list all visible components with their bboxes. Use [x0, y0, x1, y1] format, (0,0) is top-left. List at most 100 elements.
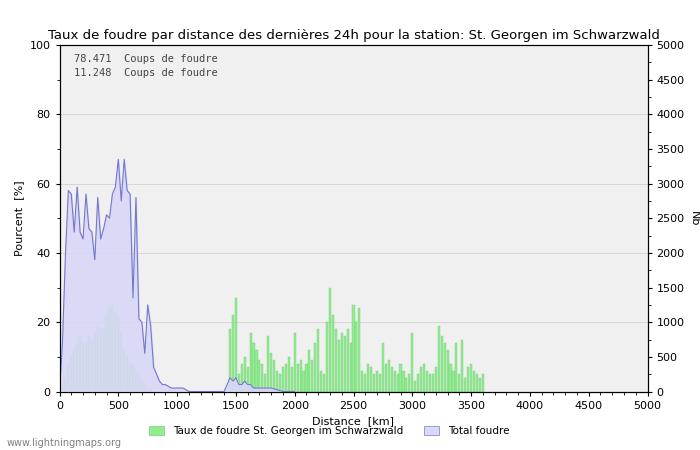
Bar — [67, 364, 69, 392]
Bar — [464, 378, 466, 392]
Bar — [320, 371, 322, 392]
Bar — [364, 374, 366, 392]
Bar — [356, 322, 358, 392]
Bar — [270, 353, 272, 392]
Bar — [391, 367, 393, 392]
Bar — [232, 315, 234, 392]
Bar — [106, 315, 108, 392]
Bar — [94, 333, 96, 392]
Bar — [70, 357, 72, 392]
Bar — [76, 343, 78, 392]
Bar — [435, 367, 437, 392]
Bar — [447, 350, 449, 392]
Bar — [150, 388, 152, 392]
Bar — [99, 329, 102, 392]
Bar — [85, 343, 87, 392]
Bar — [373, 374, 375, 392]
Bar — [426, 371, 428, 392]
Bar — [367, 364, 370, 392]
Bar — [452, 371, 454, 392]
Bar — [305, 364, 307, 392]
Bar — [114, 312, 116, 392]
Bar — [370, 367, 372, 392]
Bar — [329, 288, 331, 392]
Bar — [135, 371, 137, 392]
Bar — [385, 364, 387, 392]
Bar — [414, 381, 416, 392]
Bar — [314, 343, 316, 392]
Bar — [229, 329, 231, 392]
Bar — [288, 357, 290, 392]
Bar — [126, 357, 128, 392]
Bar — [344, 336, 346, 392]
Bar — [273, 360, 275, 392]
Text: 11.248  Coups de foudre: 11.248 Coups de foudre — [74, 68, 218, 77]
Bar — [417, 374, 419, 392]
Bar — [396, 374, 399, 392]
Bar — [358, 308, 361, 392]
Bar — [423, 364, 425, 392]
Bar — [146, 388, 149, 392]
Bar — [261, 364, 263, 392]
Bar — [141, 381, 143, 392]
Bar — [349, 343, 351, 392]
Bar — [108, 308, 111, 392]
Bar — [405, 378, 407, 392]
Text: www.lightningmaps.org: www.lightningmaps.org — [7, 438, 122, 448]
Bar — [282, 367, 284, 392]
Bar — [234, 298, 237, 392]
Bar — [317, 329, 319, 392]
Bar — [482, 374, 484, 392]
Bar — [444, 343, 446, 392]
Bar — [326, 322, 328, 392]
Bar — [88, 336, 90, 392]
Bar — [132, 364, 134, 392]
Bar — [379, 374, 381, 392]
Bar — [267, 336, 270, 392]
Bar — [332, 315, 334, 392]
Bar — [376, 371, 378, 392]
Bar — [290, 367, 293, 392]
Bar — [461, 339, 463, 392]
Bar — [429, 374, 431, 392]
Text: 78.471  Coups de foudre: 78.471 Coups de foudre — [74, 54, 218, 63]
Bar — [293, 333, 296, 392]
Bar — [264, 374, 267, 392]
Bar — [102, 329, 105, 392]
Bar — [79, 336, 81, 392]
Bar — [258, 360, 260, 392]
Title: Taux de foudre par distance des dernières 24h pour la station: St. Georgen im Sc: Taux de foudre par distance des dernière… — [48, 29, 659, 42]
Bar — [285, 364, 287, 392]
Bar — [393, 371, 395, 392]
Bar — [138, 374, 140, 392]
Bar — [382, 343, 384, 392]
Bar — [123, 350, 125, 392]
Bar — [238, 374, 240, 392]
Bar — [411, 333, 414, 392]
Bar — [97, 326, 99, 392]
Bar — [144, 385, 146, 392]
Bar — [476, 374, 478, 392]
Bar — [246, 367, 248, 392]
Bar — [64, 378, 67, 392]
Bar — [346, 329, 349, 392]
Bar — [117, 315, 120, 392]
Bar — [297, 364, 299, 392]
Bar — [244, 357, 246, 392]
Bar — [337, 339, 340, 392]
Bar — [312, 360, 314, 392]
Bar — [352, 305, 355, 392]
X-axis label: Distance  [km]: Distance [km] — [312, 416, 395, 426]
Bar — [323, 374, 326, 392]
Bar — [420, 367, 422, 392]
Legend: Taux de foudre St. Georgen im Schwarzwald, Total foudre: Taux de foudre St. Georgen im Schwarzwal… — [145, 422, 513, 440]
Bar — [479, 378, 481, 392]
Bar — [249, 333, 252, 392]
Bar — [402, 371, 405, 392]
Bar — [432, 374, 434, 392]
Bar — [473, 371, 475, 392]
Bar — [470, 364, 473, 392]
Bar — [308, 350, 311, 392]
Bar — [241, 364, 243, 392]
Bar — [467, 367, 469, 392]
